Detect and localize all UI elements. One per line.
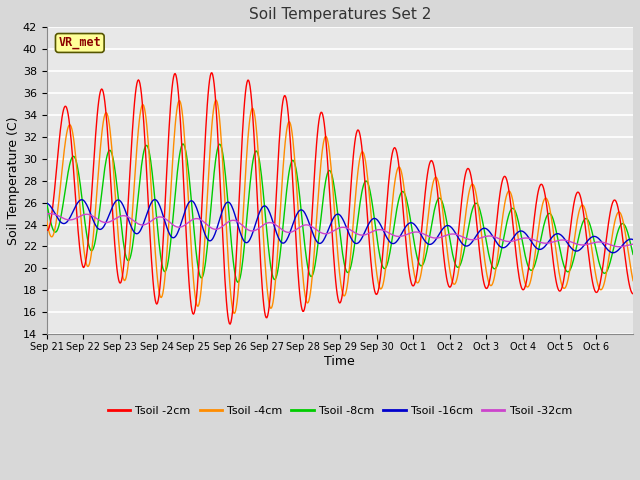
Legend: Tsoil -2cm, Tsoil -4cm, Tsoil -8cm, Tsoil -16cm, Tsoil -32cm: Tsoil -2cm, Tsoil -4cm, Tsoil -8cm, Tsoi…: [103, 402, 577, 420]
Title: Soil Temperatures Set 2: Soil Temperatures Set 2: [249, 7, 431, 22]
Y-axis label: Soil Temperature (C): Soil Temperature (C): [7, 117, 20, 245]
Text: VR_met: VR_met: [58, 36, 101, 49]
X-axis label: Time: Time: [324, 355, 355, 368]
